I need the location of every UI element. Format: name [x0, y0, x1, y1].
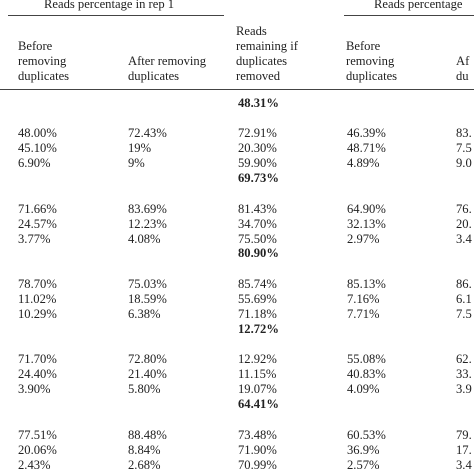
- table-cell: 64.90%: [347, 202, 386, 216]
- table-cell: 83.: [456, 126, 472, 140]
- table-cell: 24.40%: [18, 367, 57, 381]
- table-cell: 20.06%: [18, 443, 57, 457]
- table-cell: 78.70%: [18, 277, 57, 291]
- col-header-remaining-line2: remaining if: [236, 39, 298, 53]
- table-cell: 9.0: [456, 156, 472, 170]
- group-header-rep2: Reads percentage: [374, 0, 463, 11]
- table-cell: 20.: [456, 217, 472, 231]
- col-header-after-line2: duplicates: [128, 69, 180, 83]
- table-cell: 75.50%: [238, 232, 277, 246]
- table-cell: 48.71%: [347, 141, 386, 155]
- col-header-remaining-line1: Reads: [236, 24, 267, 38]
- table-cell: 3.9: [456, 382, 472, 396]
- table-cell: 45.10%: [18, 141, 57, 155]
- table-cell: 5.80%: [128, 382, 161, 396]
- col-header-before-rep2-line1: Before: [346, 39, 381, 53]
- table-cell: 4.09%: [347, 382, 380, 396]
- table-cell: 40.83%: [347, 367, 386, 381]
- table-cell: 3.4: [456, 458, 472, 472]
- table-cell: 59.90%: [238, 156, 277, 170]
- table-cell: 2.68%: [128, 458, 161, 472]
- table-cell: 62.: [456, 352, 472, 366]
- table-cell: 83.69%: [128, 202, 167, 216]
- table-cell: 7.5: [456, 141, 472, 155]
- table-cell: 71.70%: [18, 352, 57, 366]
- col-header-remaining-line3: duplicates: [236, 54, 288, 68]
- table-cell: 72.91%: [238, 126, 277, 140]
- table-cell: 71.18%: [238, 307, 277, 321]
- table-cell: 81.43%: [238, 202, 277, 216]
- table-cell: 34.70%: [238, 217, 277, 231]
- table-cell: 6.38%: [128, 307, 161, 321]
- group-summary: 64.41%: [238, 397, 279, 411]
- group-rule-rep2: [344, 15, 474, 16]
- table-cell: 48.00%: [18, 126, 57, 140]
- table-cell: 10.29%: [18, 307, 57, 321]
- table-cell: 6.1: [456, 292, 472, 306]
- col-header-before-line1: Before: [18, 39, 53, 53]
- table-cell: 71.66%: [18, 202, 57, 216]
- col-header-remaining-line4: removed: [236, 69, 281, 83]
- table-cell: 79.: [456, 428, 472, 442]
- table-cell: 7.5: [456, 307, 472, 321]
- group-rule-rep1: [8, 15, 224, 16]
- table-cell: 33.: [456, 367, 472, 381]
- table-cell: 2.97%: [347, 232, 380, 246]
- table-cell: 46.39%: [347, 126, 386, 140]
- table-cell: 8.84%: [128, 443, 161, 457]
- table-cell: 7.16%: [347, 292, 380, 306]
- col-header-after-line1: After removing: [128, 54, 206, 68]
- table-cell: 11.02%: [18, 292, 57, 306]
- table-cell: 70.99%: [238, 458, 277, 472]
- table-cell: 11.15%: [238, 367, 277, 381]
- group-header-rep1: Reads percentage in rep 1: [44, 0, 175, 11]
- table-cell: 4.89%: [347, 156, 380, 170]
- col-header-after-rep2-line1: Af: [456, 54, 470, 68]
- table-cell: 88.48%: [128, 428, 167, 442]
- table-cell: 55.69%: [238, 292, 277, 306]
- table-cell: 85.13%: [347, 277, 386, 291]
- table-cell: 55.08%: [347, 352, 386, 366]
- table-cell: 2.43%: [18, 458, 51, 472]
- col-header-before-rep2-line3: duplicates: [346, 69, 398, 83]
- table-cell: 24.57%: [18, 217, 57, 231]
- table-cell: 2.57%: [347, 458, 380, 472]
- table-cell: 85.74%: [238, 277, 277, 291]
- table-cell: 6.90%: [18, 156, 51, 170]
- group-summary: 69.73%: [238, 171, 279, 185]
- table-cell: 71.90%: [238, 443, 277, 457]
- table-cell: 32.13%: [347, 217, 386, 231]
- table-cell: 21.40%: [128, 367, 167, 381]
- table-cell: 36.9%: [347, 443, 380, 457]
- table-cell: 12.23%: [128, 217, 167, 231]
- table-cell: 86.: [456, 277, 472, 291]
- table-cell: 76.: [456, 202, 472, 216]
- table-cell: 9%: [128, 156, 145, 170]
- table-cell: 18.59%: [128, 292, 167, 306]
- group-summary: 12.72%: [238, 322, 279, 336]
- table-cell: 20.30%: [238, 141, 277, 155]
- col-header-before-line2: removing: [18, 54, 67, 68]
- table-cell: 7.71%: [347, 307, 380, 321]
- col-header-before-rep2-line2: removing: [346, 54, 395, 68]
- table-cell: 75.03%: [128, 277, 167, 291]
- table-cell: 19%: [128, 141, 152, 155]
- table-cell: 12.92%: [238, 352, 277, 366]
- col-header-after-rep2-line2: du: [456, 69, 469, 83]
- table-cell: 3.4: [456, 232, 472, 246]
- header-bottom-rule: [0, 89, 474, 90]
- group-summary: 80.90%: [238, 246, 279, 260]
- table-cell: 72.43%: [128, 126, 167, 140]
- table-cell: 3.90%: [18, 382, 51, 396]
- table-cell: 3.77%: [18, 232, 51, 246]
- table-cell: 72.80%: [128, 352, 167, 366]
- table-cell: 73.48%: [238, 428, 277, 442]
- col-header-before-line3: duplicates: [18, 69, 70, 83]
- table-cell: 60.53%: [347, 428, 386, 442]
- table-cell: 17.: [456, 443, 472, 457]
- group-summary: 48.31%: [238, 96, 279, 110]
- table-cell: 19.07%: [238, 382, 277, 396]
- table-cell: 4.08%: [128, 232, 161, 246]
- table-cell: 77.51%: [18, 428, 57, 442]
